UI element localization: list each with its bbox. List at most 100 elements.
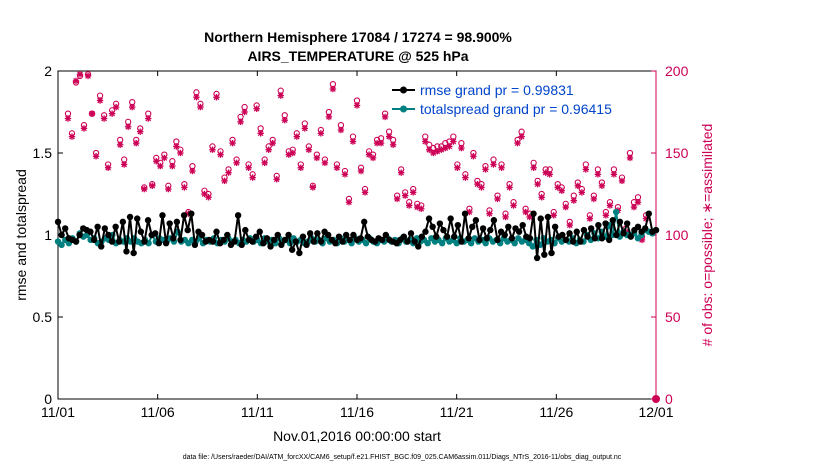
obs-assimilated-stroke [109,110,115,117]
rmse-point [116,238,123,245]
rmse-point [288,246,296,253]
rmse-point [577,238,584,245]
obs-assimilated-marker [590,195,598,203]
rmse-point [270,236,278,244]
totalspread-point [612,208,620,216]
rmse-point [134,215,141,222]
rmse-point [515,228,523,235]
obs-assimilated-stroke [301,125,308,132]
rmse-point [490,217,498,224]
obs-assimilated-stroke [426,146,433,153]
obs-assimilated-stroke [249,174,256,181]
obs-assimilated-stroke [97,97,103,104]
rmse-point [479,225,487,232]
y-tick-right-label: 100 [665,227,689,243]
obs-assimilated-stroke [486,210,493,217]
rmse-point [260,240,267,247]
obs-assimilated-stroke [326,114,332,120]
obs-assimilated-marker [602,212,610,219]
obs-assimilated-marker [157,162,164,170]
obs-assimilated-marker [277,92,284,99]
x-tick-label: 11/01 [41,404,75,420]
obs-assimilated-stroke [181,184,188,191]
rmse-point [317,238,325,245]
rmse-point [184,226,191,234]
obs-assimilated-marker [249,174,256,181]
obs-assimilated-stroke [225,169,232,176]
obs-assimilated-marker [634,199,642,206]
obs-assimilated-marker [96,97,104,104]
obs-assimilated-stroke [446,143,453,150]
obs-assimilated-marker [490,161,497,168]
obs-assimilated-marker [353,102,361,109]
obs-assimilated-marker [213,94,220,101]
obs-count-markers [64,71,650,244]
obs-assimilated-stroke [631,204,637,210]
legend-spread-marker [400,105,407,113]
obs-assimilated-stroke [93,153,99,160]
obs-assimilated-marker [108,110,116,117]
rmse-point [198,231,206,239]
obs-assimilated-marker [369,154,377,162]
totalspread-point [482,240,489,247]
obs-assimilated-stroke [482,166,489,173]
obs-assimilated-stroke [193,94,200,101]
obs-assimilated-stroke [458,145,465,151]
obs-assimilated-marker [410,189,417,196]
rmse-point [191,241,199,249]
obs-assimilated-marker [570,197,577,204]
y-axis-label: rmse and totalspread [13,169,29,301]
obs-assimilated-stroke [494,196,501,202]
rmse-point [451,233,458,240]
obs-assimilated-stroke [338,127,344,133]
obs-assimilated-stroke [542,169,549,176]
totalspread-point [58,241,65,249]
obs-assimilated-marker [221,177,228,185]
obs-assimilated-marker [124,123,132,130]
obs-assimilated-marker [450,138,457,145]
obs-assimilated-marker [225,169,232,176]
obs-assimilated-stroke [514,140,521,147]
rmse-point [483,235,490,242]
chart-title: Northern Hemisphere 17084 / 17274 = 98.9… [204,29,512,45]
obs-assimilated-stroke [574,182,581,189]
obs-assimilated-stroke [322,159,328,166]
rmse-point [487,226,494,234]
obs-assimilated-marker [193,94,200,101]
rmse-point [544,213,552,221]
obs-assimilated-marker [128,103,136,111]
obs-assimilated-marker [562,203,569,211]
obs-assimilated-stroke [197,104,204,110]
obs-assimilated-marker [145,115,152,122]
obs-assimilated-stroke [293,133,300,140]
rmse-point [180,212,188,219]
obs-assimilated-stroke [382,114,388,120]
legend-rmse-text: rmse grand pr = 0.99831 [420,82,574,98]
obs-assimilated-marker [341,171,349,178]
obs-assimilated-marker [446,143,453,150]
obs-assimilated-stroke [69,133,75,140]
obs-assimilated-marker [514,139,521,147]
obs-assimilated-marker [112,103,120,111]
obs-assimilated-stroke [586,215,593,222]
rmse-point [263,235,271,242]
obs-assimilated-marker [289,149,296,157]
obs-assimilated-stroke [522,209,529,215]
obs-assimilated-marker [337,126,345,134]
rmse-point [152,230,159,237]
rmse-point [141,238,148,245]
rmse-point [123,248,130,255]
obs-assimilated-marker [470,153,477,160]
obs-assimilated-stroke [105,164,111,171]
rmse-point [357,235,364,242]
rmse-point [54,218,62,226]
totalspread-point [424,240,431,247]
obs-assimilated-marker [189,167,196,175]
obs-assimilated-marker [233,159,240,167]
obs-assimilated-stroke [289,150,296,156]
obs-assimilated-marker [209,146,216,153]
obs-assimilated-stroke [261,159,268,166]
obs-assimilated-stroke [217,151,224,158]
legend: rmse grand pr = 0.99831 totalspread gran… [392,82,612,117]
obs-assimilated-stroke [490,161,497,168]
